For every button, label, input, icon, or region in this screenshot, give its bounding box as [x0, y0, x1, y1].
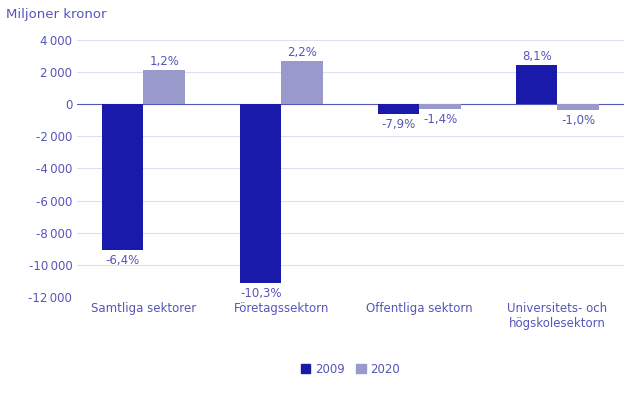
Text: -6,4%: -6,4% [105, 254, 140, 267]
Text: 8,1%: 8,1% [522, 50, 552, 63]
Text: -1,4%: -1,4% [423, 113, 457, 126]
Bar [419, 104, 461, 109]
Text: -10,3%: -10,3% [240, 287, 282, 299]
Bar [557, 104, 599, 110]
Text: 1,2%: 1,2% [149, 55, 179, 68]
Bar [102, 104, 143, 250]
Text: 2,2%: 2,2% [287, 46, 317, 59]
Bar [143, 70, 185, 104]
Bar [516, 65, 557, 104]
Text: -1,0%: -1,0% [561, 114, 595, 128]
Bar [282, 61, 323, 104]
Bar [378, 104, 419, 114]
Text: Miljoner kronor: Miljoner kronor [6, 8, 107, 21]
Text: -7,9%: -7,9% [381, 118, 416, 131]
Legend: 2009, 2020: 2009, 2020 [301, 363, 400, 376]
Bar [240, 104, 282, 282]
